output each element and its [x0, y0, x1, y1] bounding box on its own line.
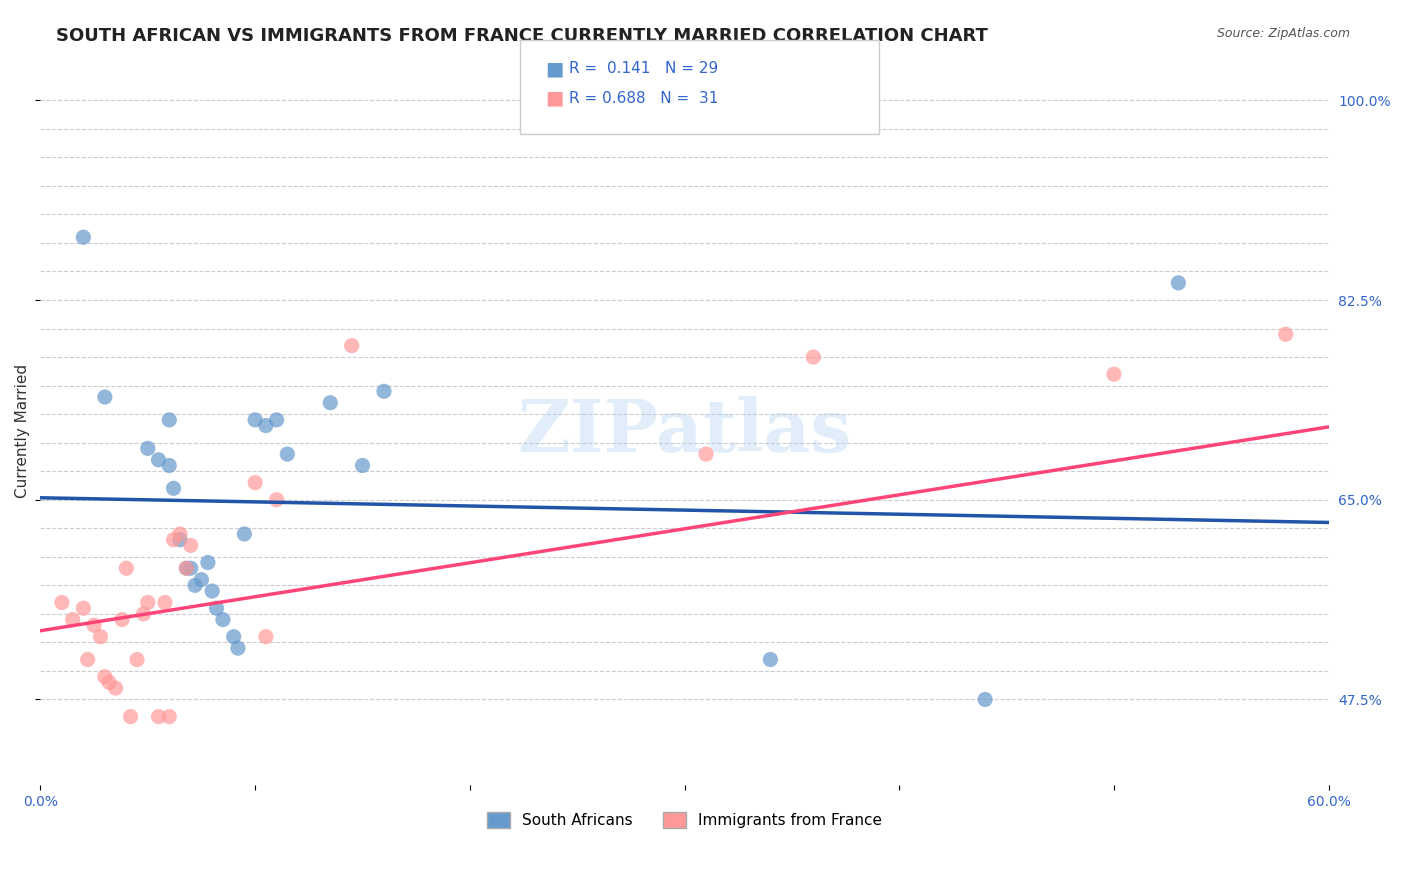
Point — [83, 618, 105, 632]
Point — [205, 601, 228, 615]
Point — [136, 595, 159, 609]
Point — [148, 709, 170, 723]
Point — [759, 652, 782, 666]
Point — [1274, 327, 1296, 342]
Y-axis label: Currently Married: Currently Married — [15, 364, 30, 499]
Point — [169, 533, 191, 547]
Point — [111, 613, 134, 627]
Point — [226, 641, 249, 656]
Point — [104, 681, 127, 695]
Point — [136, 442, 159, 456]
Point — [319, 395, 342, 409]
Point — [197, 556, 219, 570]
Point — [180, 538, 202, 552]
Point — [157, 709, 180, 723]
Point — [276, 447, 298, 461]
Point — [157, 413, 180, 427]
Point — [153, 595, 176, 609]
Point — [176, 561, 198, 575]
Text: ■: ■ — [546, 88, 564, 108]
Point — [176, 561, 198, 575]
Point — [162, 481, 184, 495]
Point — [72, 601, 94, 615]
Point — [233, 527, 256, 541]
Point — [254, 418, 277, 433]
Point — [98, 675, 121, 690]
Point — [243, 475, 266, 490]
Point — [1102, 368, 1125, 382]
Point — [180, 561, 202, 575]
Point — [132, 607, 155, 621]
Point — [190, 573, 212, 587]
Point — [974, 692, 997, 706]
Legend: South Africans, Immigrants from France: South Africans, Immigrants from France — [481, 805, 889, 834]
Point — [125, 652, 148, 666]
Point — [90, 630, 112, 644]
Point — [373, 384, 395, 399]
Point — [1167, 276, 1189, 290]
Point — [212, 613, 235, 627]
Point — [695, 447, 717, 461]
Point — [254, 630, 277, 644]
Text: R =  0.141   N = 29: R = 0.141 N = 29 — [569, 62, 718, 76]
Point — [340, 339, 363, 353]
Point — [76, 652, 98, 666]
Point — [801, 350, 824, 364]
Point — [266, 413, 288, 427]
Text: R = 0.688   N =  31: R = 0.688 N = 31 — [569, 91, 718, 105]
Point — [201, 584, 224, 599]
Point — [62, 613, 84, 627]
Point — [222, 630, 245, 644]
Point — [266, 492, 288, 507]
Text: ■: ■ — [546, 59, 564, 78]
Point — [148, 452, 170, 467]
Point — [184, 578, 207, 592]
Point — [94, 670, 117, 684]
Point — [94, 390, 117, 404]
Point — [72, 230, 94, 244]
Point — [243, 413, 266, 427]
Point — [169, 527, 191, 541]
Text: Source: ZipAtlas.com: Source: ZipAtlas.com — [1216, 27, 1350, 40]
Text: ZIPatlas: ZIPatlas — [517, 396, 852, 467]
Point — [162, 533, 184, 547]
Point — [115, 561, 138, 575]
Point — [120, 709, 142, 723]
Point — [157, 458, 180, 473]
Text: SOUTH AFRICAN VS IMMIGRANTS FROM FRANCE CURRENTLY MARRIED CORRELATION CHART: SOUTH AFRICAN VS IMMIGRANTS FROM FRANCE … — [56, 27, 988, 45]
Point — [51, 595, 73, 609]
Point — [352, 458, 374, 473]
